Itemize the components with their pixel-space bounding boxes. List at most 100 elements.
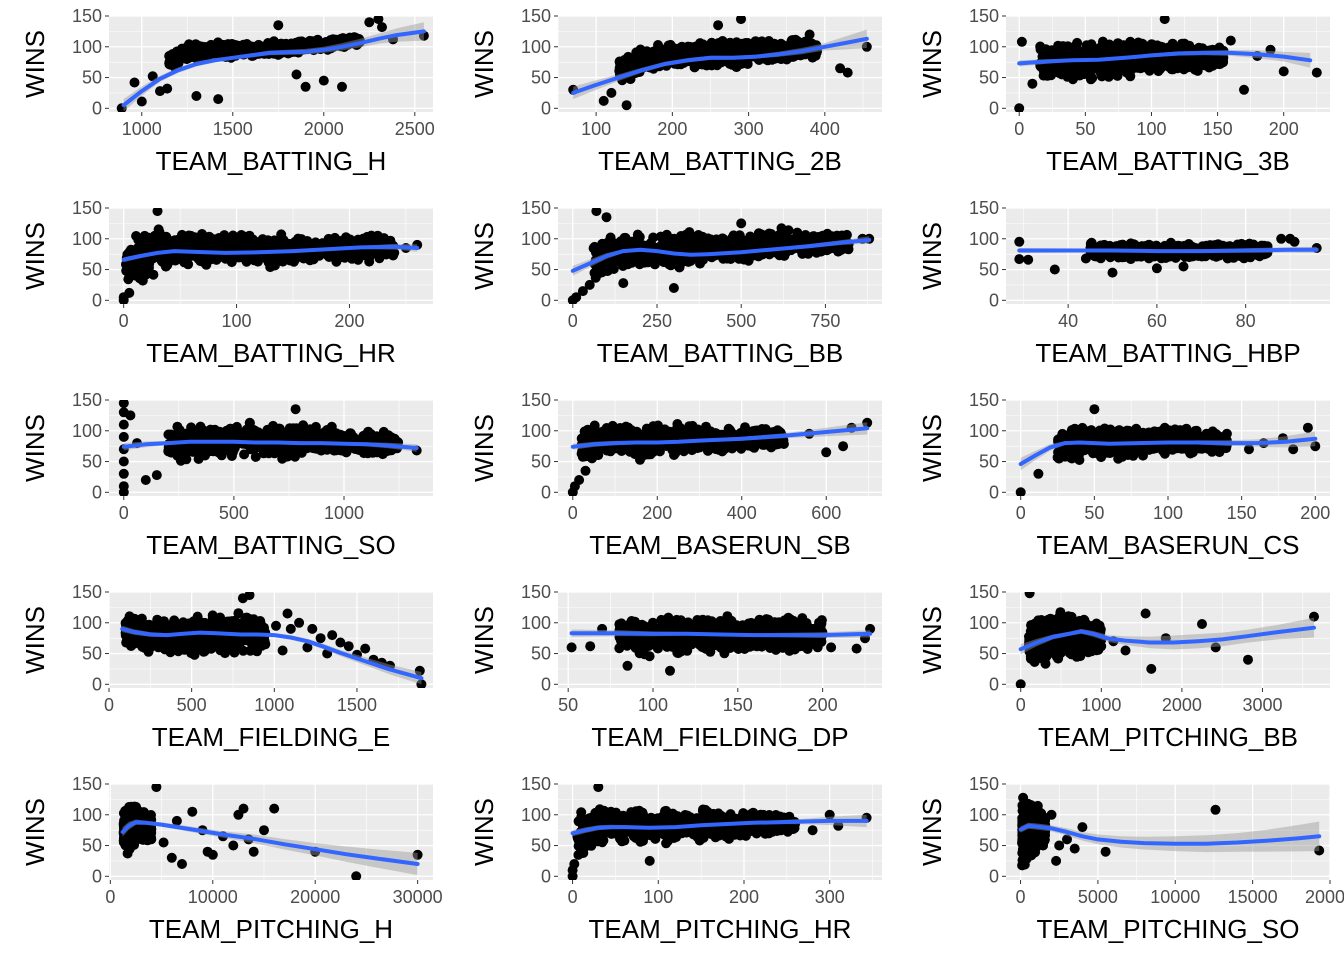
data-point xyxy=(606,87,617,98)
y-tick-label: 100 xyxy=(72,37,102,57)
data-point xyxy=(751,239,762,250)
major-grid xyxy=(1006,207,1330,304)
data-point xyxy=(1109,42,1120,53)
data-point xyxy=(1158,57,1169,68)
y-tick-label: 50 xyxy=(82,68,102,88)
data-point xyxy=(668,283,679,293)
data-point xyxy=(335,236,346,246)
y-tick-label: 0 xyxy=(989,98,999,118)
data-point xyxy=(674,262,685,273)
x-tick-label: 0 xyxy=(119,311,129,331)
data-point xyxy=(1072,37,1083,48)
data-point xyxy=(680,49,691,60)
data-point xyxy=(713,20,724,31)
data-point xyxy=(264,257,275,267)
data-point xyxy=(842,67,853,78)
y-tick-label: 150 xyxy=(521,6,551,26)
y-tick-label: 150 xyxy=(969,198,999,218)
smooth-line xyxy=(570,238,872,273)
data-point xyxy=(364,17,375,28)
x-axis-title: TEAM_BATTING_H xyxy=(156,146,387,176)
x-tick-label: 300 xyxy=(734,119,764,139)
y-tick-label: 0 xyxy=(92,98,102,118)
x-tick-label: 400 xyxy=(810,119,840,139)
data-point xyxy=(197,253,208,264)
data-point xyxy=(228,230,238,241)
x-tick-label: 40 xyxy=(1058,311,1078,331)
y-tick-label: 0 xyxy=(541,290,551,310)
data-point xyxy=(1169,241,1180,251)
x-tick-label: 60 xyxy=(1147,311,1167,331)
y-axis-title: WINS xyxy=(917,222,947,290)
data-point xyxy=(680,229,691,240)
data-point xyxy=(1311,67,1322,78)
data-point xyxy=(159,234,170,245)
data-point xyxy=(1167,58,1178,69)
data-point xyxy=(801,233,812,244)
y-tick-label: 150 xyxy=(72,6,102,26)
data-point xyxy=(1023,254,1034,265)
data-point xyxy=(701,60,712,71)
y-axis-title: WINS xyxy=(469,30,499,98)
data-point xyxy=(665,46,676,57)
data-point xyxy=(1239,84,1249,95)
data-point xyxy=(1014,103,1025,112)
data-point xyxy=(137,275,148,286)
x-tick-label: 250 xyxy=(642,311,672,331)
data-point xyxy=(296,36,307,47)
data-point xyxy=(273,20,284,31)
data-point xyxy=(300,81,311,92)
panel-background xyxy=(109,16,433,112)
data-point xyxy=(577,286,588,297)
data-point xyxy=(336,36,347,46)
data-point xyxy=(1151,263,1162,274)
y-axis-title: WINS xyxy=(20,30,50,98)
data-point xyxy=(213,94,224,105)
data-point xyxy=(239,449,250,460)
data-point xyxy=(337,81,347,92)
data-point xyxy=(623,51,634,62)
data-point xyxy=(1190,64,1201,75)
data-point xyxy=(147,71,158,82)
data-point xyxy=(621,100,632,111)
x-tick-label: 80 xyxy=(1236,311,1256,331)
data-point xyxy=(731,37,742,48)
y-tick-label: 100 xyxy=(969,37,999,57)
data-point xyxy=(1119,42,1129,53)
smooth-line xyxy=(1017,50,1313,66)
data-point xyxy=(162,254,173,265)
data-point xyxy=(1119,65,1130,76)
data-point xyxy=(618,278,629,289)
data-point xyxy=(1038,70,1049,81)
data-point xyxy=(594,246,605,257)
data-point xyxy=(209,43,220,54)
data-point xyxy=(193,454,204,464)
data-point xyxy=(1087,73,1098,83)
data-point xyxy=(310,421,321,432)
data-point xyxy=(1107,267,1118,278)
data-point xyxy=(1027,78,1038,89)
data-point xyxy=(250,451,261,462)
y-tick-label: 50 xyxy=(979,260,999,280)
data-point xyxy=(237,238,248,249)
data-point xyxy=(310,38,321,49)
data-point xyxy=(584,279,595,290)
data-point xyxy=(127,262,138,272)
data-point xyxy=(373,16,384,25)
data-point xyxy=(291,69,302,80)
x-tick-label: 1500 xyxy=(213,119,253,139)
data-point xyxy=(1049,264,1060,275)
data-point xyxy=(1228,252,1239,263)
data-point xyxy=(710,239,721,249)
data-point xyxy=(698,254,708,265)
y-axis-title: WINS xyxy=(917,30,947,98)
data-point xyxy=(318,75,329,86)
data-point xyxy=(655,47,666,58)
smooth-line xyxy=(121,244,420,262)
data-point xyxy=(377,22,387,33)
x-tick-label: 100 xyxy=(1136,119,1166,139)
data-point xyxy=(731,46,742,56)
data-point xyxy=(1184,40,1195,51)
y-tick-label: 50 xyxy=(82,260,102,280)
